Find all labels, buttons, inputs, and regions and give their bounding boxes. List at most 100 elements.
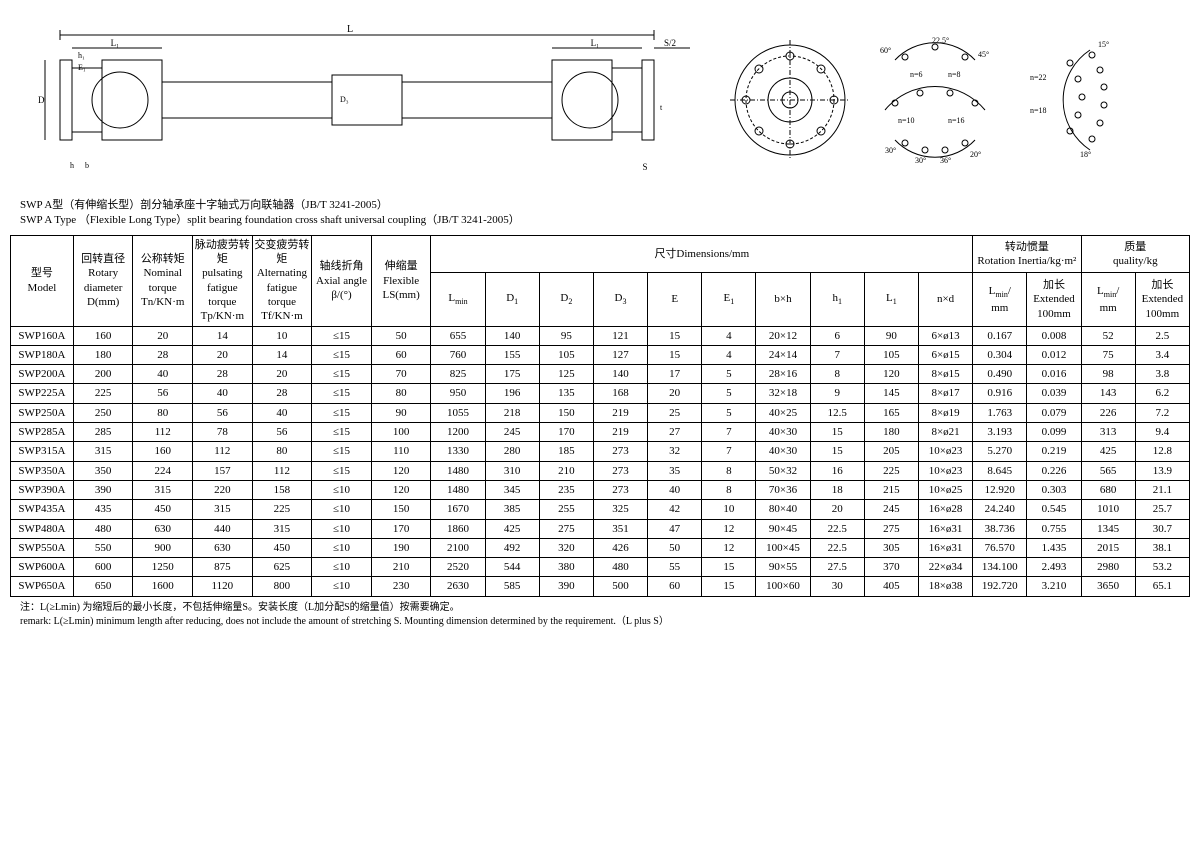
cell-model: SWP600A [11,558,74,577]
cell-nxd: 10×ø23 [918,461,972,480]
cell-beta: ≤10 [312,519,372,538]
cell-E1: 8 [702,480,756,499]
col-e1: E1 [702,273,756,326]
shaft-assembly-drawing: L L₁ L₁ S/2 S D h₁ E₁ h b D₃ t [30,20,710,180]
col-h1: h1 [810,273,864,326]
cell-nxd: 10×ø25 [918,480,972,499]
cell-Tp: 112 [193,442,253,461]
cell-LS: 80 [371,384,431,403]
cell-bxh: 40×25 [756,403,810,422]
cell-h1: 9 [810,384,864,403]
cell-q_ext: 25.7 [1135,500,1189,519]
table-row: SWP160A160201410≤15506551409512115420×12… [11,326,1190,345]
cell-L1: 275 [864,519,918,538]
table-row: SWP285A2851127856≤1510012002451702192774… [11,423,1190,442]
cell-bxh: 70×36 [756,480,810,499]
cell-D3: 325 [593,500,647,519]
cell-q_lmin: 52 [1081,326,1135,345]
cell-Lmin: 1055 [431,403,485,422]
cell-D3: 500 [593,577,647,596]
cell-bxh: 80×40 [756,500,810,519]
cell-Tn: 450 [133,500,193,519]
cell-q_ext: 53.2 [1135,558,1189,577]
svg-text:n=6: n=6 [910,70,923,79]
cell-D1: 196 [485,384,539,403]
cell-D1: 280 [485,442,539,461]
cell-nxd: 16×ø31 [918,519,972,538]
cell-E1: 5 [702,403,756,422]
cell-D2: 380 [539,558,593,577]
cell-E1: 15 [702,558,756,577]
cell-beta: ≤10 [312,480,372,499]
cell-nxd: 10×ø23 [918,442,972,461]
cell-D1: 310 [485,461,539,480]
cell-q_lmin: 680 [1081,480,1135,499]
cell-D1: 425 [485,519,539,538]
cell-Lmin: 2630 [431,577,485,596]
cell-nxd: 18×ø38 [918,577,972,596]
cell-LS: 150 [371,500,431,519]
cell-h1: 6 [810,326,864,345]
cell-h1: 15 [810,442,864,461]
cell-q_ext: 12.8 [1135,442,1189,461]
cell-D: 350 [73,461,133,480]
cell-h1: 27.5 [810,558,864,577]
svg-text:n=10: n=10 [898,116,915,125]
cell-beta: ≤10 [312,558,372,577]
cell-q_ext: 3.4 [1135,345,1189,364]
cell-ri_ext: 0.219 [1027,442,1081,461]
table-header: 型号Model 回转直径RotarydiameterD(mm) 公称转矩Nomi… [11,235,1190,326]
col-model: 型号Model [11,235,74,326]
cell-LS: 230 [371,577,431,596]
cell-q_lmin: 75 [1081,345,1135,364]
cell-nxd: 8×ø17 [918,384,972,403]
cell-ri_ext: 1.435 [1027,538,1081,557]
spec-table: 型号Model 回转直径RotarydiameterD(mm) 公称转矩Nomi… [10,235,1190,597]
cell-LS: 210 [371,558,431,577]
cell-D2: 150 [539,403,593,422]
cell-h1: 22.5 [810,519,864,538]
cell-L1: 105 [864,345,918,364]
cell-ri_lmin: 76.570 [973,538,1027,557]
cell-Tf: 56 [252,423,312,442]
cell-D1: 385 [485,500,539,519]
cell-Tp: 157 [193,461,253,480]
cell-ri_ext: 3.210 [1027,577,1081,596]
flange-front-view: n×d [730,40,850,160]
cell-q_ext: 9.4 [1135,423,1189,442]
table-body: SWP160A160201410≤15506551409512115420×12… [11,326,1190,596]
cell-h1: 15 [810,423,864,442]
cell-Tn: 40 [133,365,193,384]
cell-Tp: 630 [193,538,253,557]
cell-D: 250 [73,403,133,422]
cell-D2: 275 [539,519,593,538]
svg-text:20°: 20° [970,150,981,159]
cell-Tn: 224 [133,461,193,480]
cell-model: SWP200A [11,365,74,384]
cell-Tn: 630 [133,519,193,538]
cell-Lmin: 1330 [431,442,485,461]
cell-Tp: 20 [193,345,253,364]
col-d2: D2 [539,273,593,326]
cell-D2: 125 [539,365,593,384]
cell-D2: 135 [539,384,593,403]
footnote-en: remark: L(≥Lmin) minimum length after re… [20,615,1190,629]
col-flexible: 伸缩量FlexibleLS(mm) [371,235,431,326]
technical-drawing-area: L L₁ L₁ S/2 S D h₁ E₁ h b D₃ t [10,10,1190,190]
table-row: SWP200A200402820≤157082517512514017528×1… [11,365,1190,384]
cell-ri_ext: 2.493 [1027,558,1081,577]
cell-q_lmin: 313 [1081,423,1135,442]
svg-text:n=16: n=16 [948,116,965,125]
cell-nxd: 8×ø19 [918,403,972,422]
cell-Lmin: 2520 [431,558,485,577]
cell-LS: 120 [371,480,431,499]
cell-D: 285 [73,423,133,442]
svg-text:36°: 36° [940,156,951,165]
cell-bxh: 100×45 [756,538,810,557]
cell-Tf: 450 [252,538,312,557]
col-alternating-torque: 交变疲劳转矩AlternatingfatiguetorqueTf/KN·m [252,235,312,326]
cell-ri_ext: 0.079 [1027,403,1081,422]
table-row: SWP550A550900630450≤10190210049232042650… [11,538,1190,557]
cell-Lmin: 655 [431,326,485,345]
cell-Lmin: 825 [431,365,485,384]
